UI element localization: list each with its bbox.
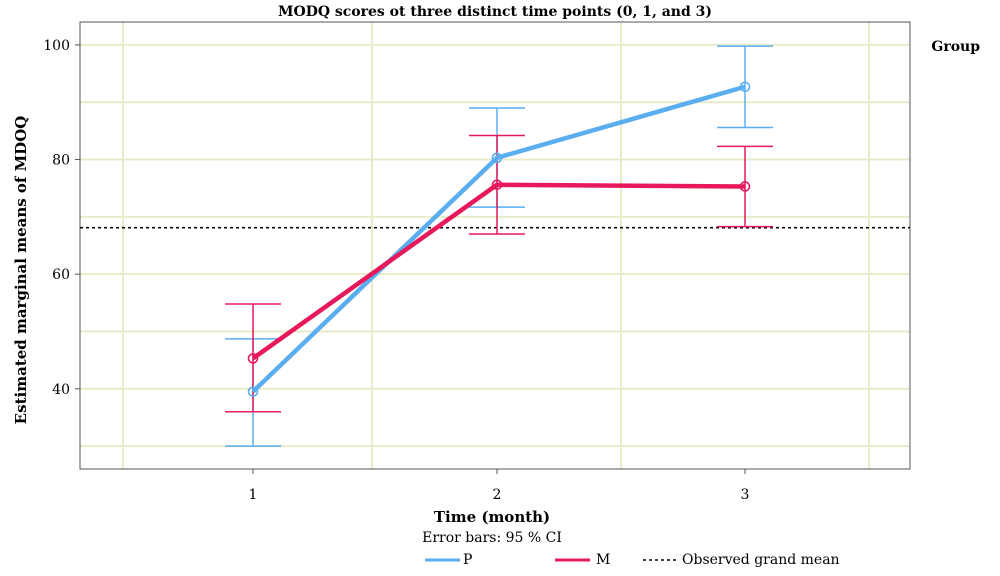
y-tick-label: 40 bbox=[52, 382, 70, 398]
point-p bbox=[739, 81, 751, 93]
y-tick-label: 60 bbox=[52, 267, 70, 283]
x-axis-label: Time (month) bbox=[434, 508, 550, 526]
legend-label-grand-mean: Observed grand mean bbox=[682, 552, 840, 568]
point-p bbox=[247, 386, 259, 397]
error-bars-note: Error bars: 95 % CI bbox=[422, 530, 562, 546]
point-m bbox=[247, 353, 259, 364]
series-line-p bbox=[251, 84, 746, 394]
chart-title: MODQ scores ot three distinct time point… bbox=[278, 4, 712, 20]
point-m bbox=[739, 181, 751, 192]
legend: P M Observed grand mean bbox=[425, 552, 840, 568]
legend-label-m: M bbox=[596, 552, 610, 568]
grid bbox=[80, 22, 910, 469]
data-points bbox=[247, 81, 751, 397]
x-ticks: 1 2 3 bbox=[249, 469, 750, 503]
legend-label-p: P bbox=[463, 552, 472, 568]
y-tick-label: 80 bbox=[52, 153, 70, 169]
x-tick-label: 2 bbox=[493, 487, 502, 503]
y-axis-label: Estimated marginal means of MDOQ bbox=[12, 116, 30, 425]
series-lines bbox=[251, 84, 746, 394]
x-tick-label: 1 bbox=[249, 487, 258, 503]
y-tick-label: 100 bbox=[43, 38, 70, 54]
y-ticks: 40 60 80 100 bbox=[43, 38, 80, 398]
point-m bbox=[491, 179, 503, 191]
point-p bbox=[491, 152, 503, 164]
error-bars bbox=[225, 45, 773, 447]
legend-title: Group bbox=[931, 39, 980, 55]
x-tick-label: 3 bbox=[741, 487, 750, 503]
series-line-m bbox=[251, 182, 746, 361]
plot-area-frame bbox=[79, 21, 911, 470]
